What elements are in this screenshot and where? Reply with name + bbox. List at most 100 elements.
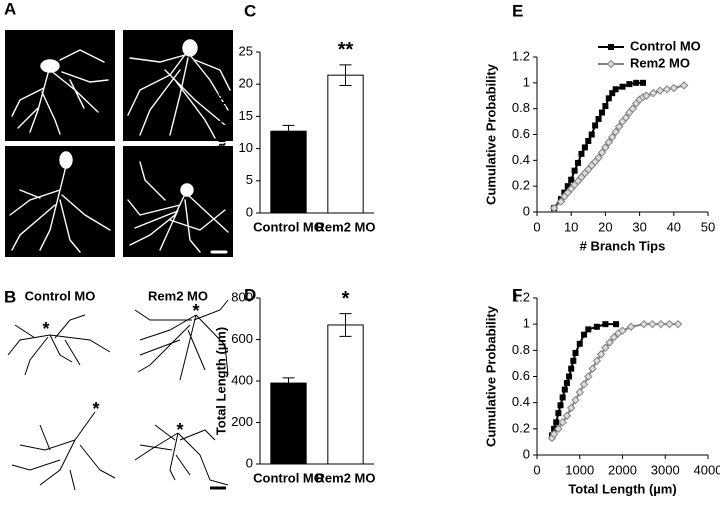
marker <box>566 403 576 413</box>
x-axis-title: # Branch Tips <box>580 238 666 253</box>
marker <box>605 95 612 102</box>
y-tick-label: 15 <box>239 108 253 123</box>
x-tick-label: 30 <box>632 219 646 234</box>
panel-letter: B <box>4 287 16 306</box>
marker <box>595 116 602 122</box>
soma-marker: * <box>92 399 99 419</box>
y-axis-title: # Branch Tips <box>213 90 228 176</box>
legend-label: Rem2 MO <box>630 55 690 70</box>
marker <box>679 81 689 90</box>
marker <box>602 321 609 328</box>
marker <box>619 83 626 90</box>
y-tick-label: 0.4 <box>512 394 530 409</box>
y-tick-label: 0 <box>523 446 530 461</box>
marker <box>554 424 563 434</box>
marker <box>592 356 602 366</box>
y-tick-label: 600 <box>231 331 253 346</box>
marker <box>621 113 631 122</box>
tracing-label: Control MO <box>25 288 96 303</box>
panel-letter: E <box>512 1 523 20</box>
y-tick-label: 5 <box>246 172 253 187</box>
marker <box>581 144 588 151</box>
y-tick-label: 1.2 <box>512 289 530 304</box>
marker <box>568 176 575 183</box>
marker <box>609 90 616 97</box>
x-tick-label: 1000 <box>565 462 594 477</box>
marker <box>594 153 603 162</box>
legend-label: Control MO <box>630 38 701 53</box>
x-axis-title: Total Length (µm) <box>568 481 676 496</box>
marker <box>628 104 637 113</box>
y-tick-label: 20 <box>239 76 253 91</box>
marker <box>581 331 588 338</box>
series-line <box>551 323 617 436</box>
marker <box>611 127 620 137</box>
marker <box>626 81 633 88</box>
marker <box>588 364 597 373</box>
marker <box>563 380 570 387</box>
x-tick-label: 40 <box>667 219 681 234</box>
marker <box>549 203 559 213</box>
marker <box>557 402 564 409</box>
x-tick-label: 2000 <box>608 462 637 477</box>
bar <box>270 130 307 214</box>
marker <box>601 143 610 152</box>
tracing <box>7 299 229 491</box>
marker <box>556 197 566 206</box>
marker <box>575 387 584 397</box>
marker <box>575 159 582 166</box>
marker <box>570 357 577 364</box>
error-bar <box>282 377 295 389</box>
marker <box>576 340 583 347</box>
y-tick-label: 0.2 <box>512 420 530 435</box>
marker <box>613 321 620 328</box>
soma-marker: * <box>176 420 183 440</box>
panel-letter: A <box>4 0 16 18</box>
marker <box>612 86 619 93</box>
marker <box>665 319 674 329</box>
x-tick-label: Control MO <box>253 470 324 485</box>
marker <box>566 373 573 380</box>
legend-marker <box>606 59 616 69</box>
panel-letter: D <box>244 285 256 304</box>
error-bar <box>339 313 352 337</box>
y-tick-label: 0 <box>523 203 530 218</box>
neuron <box>9 39 231 254</box>
y-tick-label: 0.6 <box>512 368 530 383</box>
marker <box>578 150 585 157</box>
y-tick-label: 0.4 <box>512 152 530 167</box>
y-axis-title: Cumulative Probability <box>483 305 498 447</box>
x-tick-label: 4000 <box>694 462 720 477</box>
x-tick-label: 10 <box>564 219 578 234</box>
marker <box>553 419 560 426</box>
y-tick-label: 25 <box>239 43 253 58</box>
marker <box>648 319 657 329</box>
micrographs: Control MO Rem2 MO <box>5 11 233 257</box>
marker <box>618 326 627 335</box>
soma-marker: * <box>192 301 199 321</box>
y-tick-label: 0 <box>246 455 253 470</box>
marker <box>588 131 595 138</box>
marker <box>602 103 609 110</box>
series-line <box>551 323 679 439</box>
y-tick-label: 0.2 <box>512 178 530 193</box>
y-tick-label: 200 <box>231 414 253 429</box>
bar <box>327 74 364 214</box>
marker <box>568 365 575 372</box>
marker <box>656 319 666 329</box>
marker <box>561 386 568 393</box>
y-tick-label: 1 <box>523 316 530 331</box>
y-axis-title: Total Length (µm) <box>213 327 228 435</box>
y-tick-label: 1 <box>523 74 530 89</box>
image <box>123 30 233 141</box>
marker <box>649 88 658 98</box>
marker <box>579 380 589 389</box>
y-tick-label: 10 <box>239 140 253 155</box>
marker <box>601 343 610 352</box>
x-tick-label: 3000 <box>651 462 680 477</box>
marker <box>626 322 636 331</box>
panel-letter: F <box>512 285 522 304</box>
marker <box>640 79 647 86</box>
marker <box>605 338 614 347</box>
